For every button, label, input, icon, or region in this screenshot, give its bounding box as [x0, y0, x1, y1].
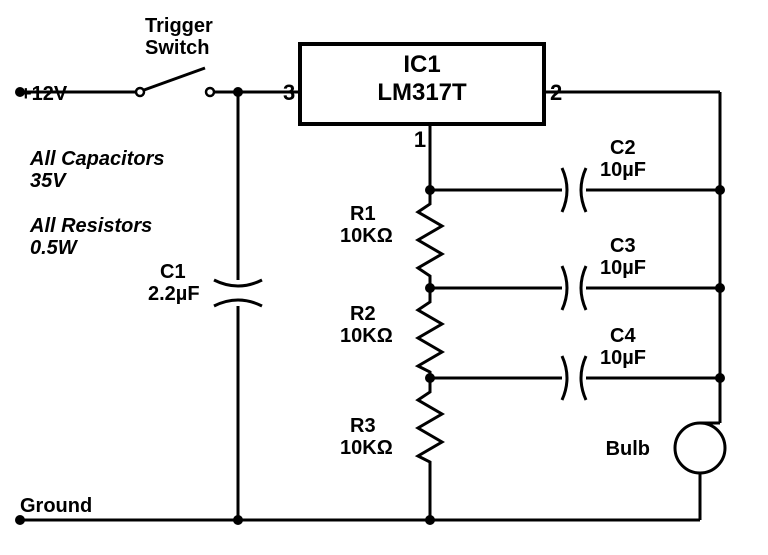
c1-val: 2.2µF: [148, 283, 200, 305]
r1-val: 10KΩ: [340, 225, 393, 247]
c2-plate-right: [581, 168, 586, 212]
node-ground-left: [15, 515, 25, 525]
r2-body: [418, 288, 442, 378]
c3-ref: C3: [610, 235, 636, 257]
r3-val: 10KΩ: [340, 437, 393, 459]
c3-plate-left: [562, 266, 567, 310]
c4-plate-left: [562, 356, 567, 400]
note-res1: All Resistors: [29, 215, 152, 237]
note-caps1: All Capacitors: [29, 148, 164, 170]
ground-label: Ground: [20, 495, 92, 517]
c4-val: 10µF: [600, 347, 646, 369]
r2-val: 10KΩ: [340, 325, 393, 347]
c2-val: 10µF: [600, 159, 646, 181]
bulb-label: Bulb: [606, 438, 650, 460]
switch-arm: [144, 68, 205, 90]
node-ground-r3: [425, 515, 435, 525]
note-caps2: 35V: [30, 170, 67, 192]
trigger-label-1: Trigger: [145, 15, 213, 37]
ic1-name: IC1: [403, 51, 440, 78]
vplus-label: +12V: [20, 83, 68, 105]
note-res2: 0.5W: [30, 237, 79, 259]
ic1-part: LM317T: [377, 79, 467, 106]
c3-val: 10µF: [600, 257, 646, 279]
r2-ref: R2: [350, 303, 376, 325]
trigger-label-2: Switch: [145, 37, 209, 59]
c4-ref: C4: [610, 325, 636, 347]
c4-plate-right: [581, 356, 586, 400]
c3-plate-right: [581, 266, 586, 310]
c1-plate-bottom: [214, 300, 262, 306]
switch-terminal-left: [136, 88, 144, 96]
c1-plate-top: [214, 280, 262, 286]
r3-ref: R3: [350, 415, 376, 437]
switch-terminal-right: [206, 88, 214, 96]
ic1-pin1: 1: [414, 127, 426, 152]
c2-ref: C2: [610, 137, 636, 159]
c1-ref: C1: [160, 261, 186, 283]
bulb-circle: [675, 423, 725, 473]
ic1-pin3: 3: [283, 80, 295, 105]
r1-ref: R1: [350, 203, 376, 225]
c2-plate-left: [562, 168, 567, 212]
r1-body: [418, 190, 442, 288]
r3-body: [418, 378, 442, 520]
node-ground-c1: [233, 515, 243, 525]
